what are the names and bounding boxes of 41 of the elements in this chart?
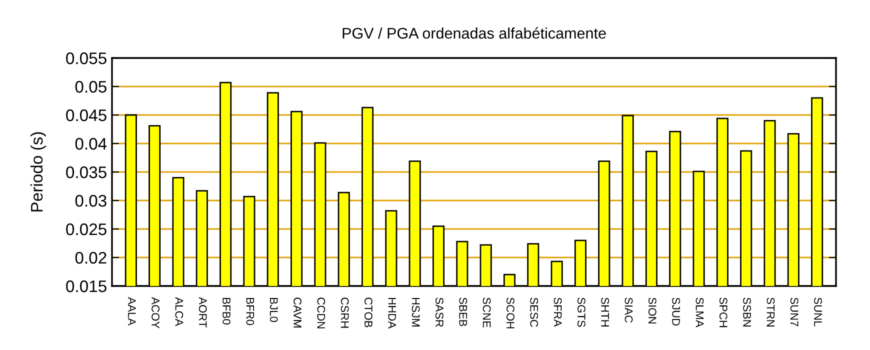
x-tick-label: CAVM [294, 298, 302, 328]
y-tick-label: 0.04 [75, 138, 107, 150]
x-tick-label: SFRA [554, 298, 562, 327]
chart-title: PGV / PGA ordenadas alfabéticamente [342, 27, 606, 39]
x-tick-label: SCOH [506, 298, 514, 328]
x-tick-label: SLMA [696, 298, 704, 328]
y-tick-label: 0.05 [75, 80, 106, 93]
x-tick-label: SGTS [577, 298, 586, 327]
y-tick-label: 0.035 [66, 166, 106, 178]
y-axis-title: Periodo (s) [30, 132, 46, 212]
x-tick-label: SION [648, 298, 656, 324]
y-tick-label: 0.025 [66, 223, 106, 236]
y-tick-label: 0.03 [75, 194, 106, 207]
x-tick-label: CTOB [364, 298, 372, 328]
x-tick-label: STRN [766, 298, 775, 326]
x-tick-label: BFR0 [246, 298, 254, 326]
x-tick-label: SHTH [601, 298, 610, 326]
x-tick-label: SJUD [672, 298, 680, 326]
x-tick-label: SASR [436, 298, 444, 327]
y-tick-label: 0.015 [66, 280, 106, 292]
x-tick-label: SBEB [459, 298, 468, 326]
x-tick-label: SPCH [719, 298, 728, 328]
x-tick-label: HHDA [388, 298, 396, 329]
x-tick-label: SIAC [624, 298, 633, 323]
x-tick-label: SCNE [482, 298, 491, 328]
y-tick-label: 0.055 [66, 52, 106, 64]
x-tick-label: HSJM [412, 298, 420, 326]
x-tick-label: BJL0 [270, 298, 278, 322]
x-tick-label: SUNL [814, 298, 822, 326]
x-tick-label: ACOY [152, 297, 160, 328]
x-tick-label: SUN7 [790, 298, 798, 326]
x-tick-label: ALCA [175, 297, 184, 326]
y-tick-label: 0.045 [66, 109, 106, 122]
x-tick-label: SSBN [743, 298, 751, 326]
x-tick-label: AORT [198, 297, 207, 328]
x-tick-label: CSRH [340, 298, 349, 328]
x-tick-label: AALA [128, 297, 136, 326]
x-tick-label: CCDN [317, 298, 326, 328]
x-tick-label: SESC [530, 298, 538, 327]
x-tick-label: BFB0 [222, 298, 230, 324]
y-tick-label: 0.02 [75, 252, 106, 264]
